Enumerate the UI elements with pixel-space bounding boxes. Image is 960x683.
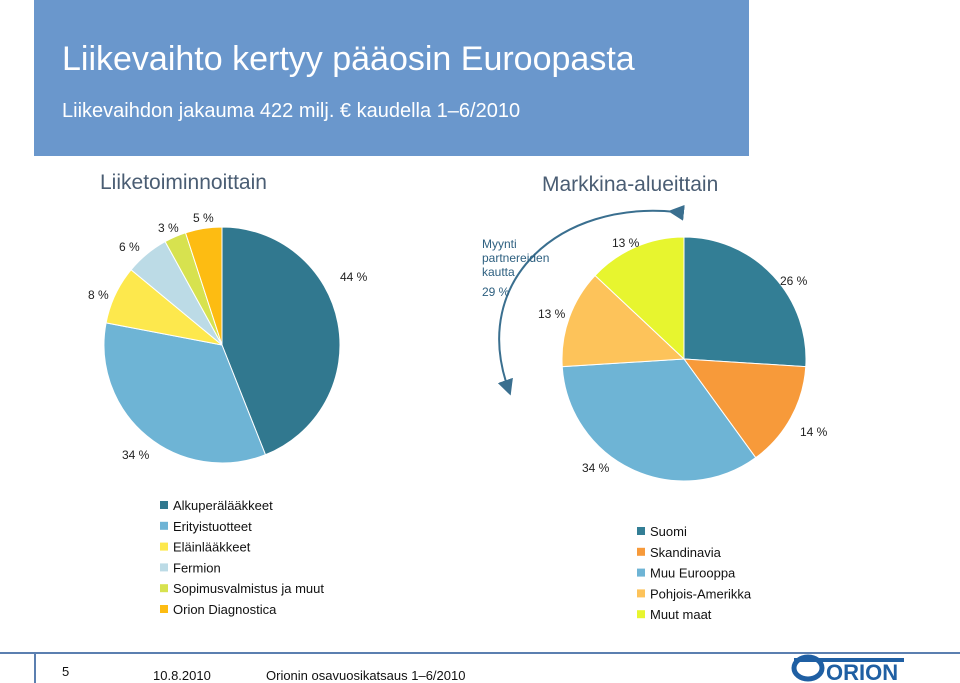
chart-title-business: Liiketoiminnoittain [100,171,267,194]
footer-vertical-divider [34,654,36,683]
legend-entry: Muut maat [650,607,712,622]
legend-entry: Orion Diagnostica [173,602,277,617]
orion-logo-text: ORION [826,660,898,683]
legend-swatch [160,542,168,551]
legend-swatch [637,547,645,556]
footer-date: 10.8.2010 [153,668,211,683]
legend-entry: Eläinlääkkeet [173,540,251,555]
pie-label-skandinavia: 14 % [800,425,828,439]
pie-slice-erityistuotteet [103,322,267,464]
pie-label-eläinlääkkeet: 8 % [88,288,109,302]
legend-swatch [160,501,168,509]
pie-slice-skandinavia [682,358,807,459]
partner-annotation-line3: kautta [482,265,515,279]
pie-label-erityistuotteet: 34 % [122,448,150,462]
legend-entry: Muu Eurooppa [650,566,736,581]
legend-entry: Fermion [173,560,221,575]
legend-swatch [637,610,645,619]
legend-entry: Suomi [650,524,687,539]
header-banner [34,0,749,156]
legend-swatch [160,605,168,613]
legend-entry: Pohjois-Amerikka [650,586,752,601]
legend-entry: Erityistuotteet [173,519,252,534]
partner-annotation-line2: partnereiden [482,251,549,265]
footer-report-title: Orionin osavuosikatsaus 1–6/2010 [266,668,466,683]
legend-swatch [160,584,168,593]
pie-slice-alkuperälääkkeet [221,226,341,456]
legend-markets: Suomi Skandinavia Muu Eurooppa Pohjois-Amer… [637,524,752,622]
page-title: Liikevaihto kertyy pääosin Euroopasta [62,40,635,78]
legend-entry: Skandinavia [650,545,722,560]
page-number: 5 [62,664,70,679]
pie-label-muu-eurooppa: 34 % [582,461,610,475]
pie-label-pohjois-amerikka: 13 % [538,307,566,321]
pie-chart-markets [561,236,807,482]
footer-divider [0,652,960,654]
pie-label-suomi: 26 % [780,274,808,288]
page-subtitle: Liikevaihdon jakauma 422 milj. € kaudell… [62,100,521,122]
pie-slice-suomi [683,236,807,368]
partner-annotation-line1: Myynti [482,237,517,251]
legend-swatch [160,563,168,572]
pie-label-orion-diagnostica: 5 % [193,211,214,225]
chart-title-markets: Markkina-alueittain [542,173,719,196]
pie-labels-business: 44 % 34 % 8 % 6 % 3 % 5 % [88,211,368,462]
legend-swatch [637,527,645,535]
legend-entry: Alkuperälääkkeet [173,498,273,513]
pie-label-fermion: 6 % [119,240,140,254]
partner-sales-arc [497,204,685,396]
pie-label-sopimusvalmistus-ja-muut: 3 % [158,221,179,235]
legend-swatch [637,589,645,598]
pie-slice-orion-diagnostica [184,226,223,346]
pie-chart-business [103,226,341,464]
pie-label-alkuperälääkkeet: 44 % [340,270,368,284]
legend-swatch [160,521,168,530]
legend-entry: Sopimusvalmistus ja muut [173,581,324,596]
orion-logo: ORION [791,654,904,683]
pie-label-muut-maat: 13 % [612,236,640,250]
partner-annotation-line4: 29 % [482,285,510,299]
legend-swatch [637,568,645,577]
legend-business: Alkuperälääkkeet Erityistuotteet Eläinlääk… [160,498,324,617]
